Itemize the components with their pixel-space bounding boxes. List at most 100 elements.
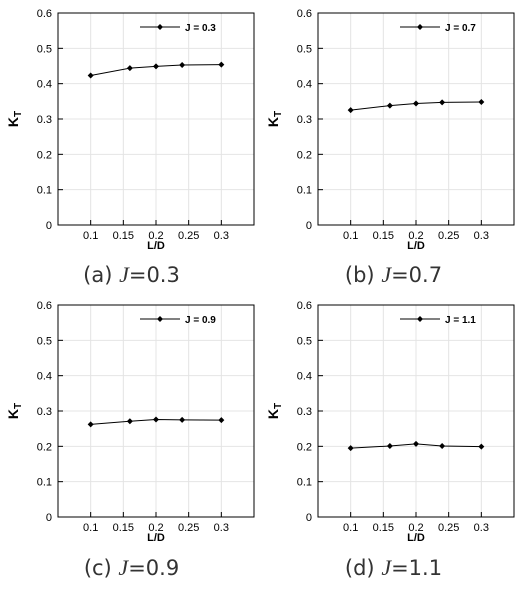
caption-b-symbol: J bbox=[381, 262, 392, 287]
data-point bbox=[386, 102, 393, 109]
y-tick-label: 0.5 bbox=[297, 335, 312, 347]
x-tick-label: 0.15 bbox=[113, 522, 134, 534]
data-point bbox=[413, 440, 419, 447]
data-point bbox=[179, 416, 186, 423]
data-point bbox=[87, 72, 94, 79]
y-tick-label: 0.5 bbox=[297, 43, 312, 55]
x-axis-label: L/D bbox=[407, 240, 425, 252]
x-tick-label: 0.1 bbox=[343, 522, 358, 534]
y-tick-label: 0.2 bbox=[37, 149, 52, 161]
chart-panel-c: 0 0.1 0.2 0.3 0.4 0.5 0.6 0.1 0.15 0.2 0.25 0.3 L/D K… bbox=[5, 300, 255, 544]
y-axis-label-main: K bbox=[265, 409, 281, 419]
caption-b-label: (b) bbox=[344, 263, 382, 287]
data-point bbox=[126, 65, 133, 72]
y-tick-label: 0.4 bbox=[37, 79, 52, 91]
x-tick-label: 0.25 bbox=[178, 230, 199, 242]
caption-d: (d) J=1.1 bbox=[262, 555, 525, 581]
caption-c-value: =0.9 bbox=[128, 556, 180, 580]
y-tick-label: 0.3 bbox=[37, 114, 52, 126]
x-tick-label: 0.15 bbox=[373, 230, 394, 242]
data-point bbox=[126, 418, 133, 425]
x-tick-label: 0.2 bbox=[148, 230, 163, 242]
legend-label: J = 0.3 bbox=[185, 23, 216, 34]
y-tick-label: 0 bbox=[306, 512, 312, 524]
x-tick-label: 0.1 bbox=[83, 522, 98, 534]
y-axis-label: KT bbox=[5, 403, 24, 419]
x-tick-label: 0.25 bbox=[438, 230, 459, 242]
x-axis-label: L/D bbox=[147, 532, 165, 544]
y-tick-label: 0.2 bbox=[37, 441, 52, 453]
x-tick-label: 0.15 bbox=[113, 230, 134, 242]
caption-c-label: (c) bbox=[83, 556, 119, 580]
x-tick-label: 0.25 bbox=[438, 522, 459, 534]
y-tick-label: 0.4 bbox=[37, 371, 52, 383]
chart-panel-a: 0 0.1 0.2 0.3 0.4 0.5 0.6 0.1 0.15 0.2 0.25 0.3 L/D K… bbox=[5, 8, 255, 252]
x-tick-label: 0.25 bbox=[178, 522, 199, 534]
caption-d-label: (d) bbox=[344, 556, 382, 580]
data-point bbox=[218, 417, 225, 424]
data-point bbox=[439, 99, 446, 106]
y-axis-label-sub: T bbox=[13, 111, 24, 117]
data-point bbox=[347, 107, 354, 114]
legend-label: J = 0.9 bbox=[185, 315, 216, 326]
caption-d-symbol: J bbox=[381, 555, 392, 580]
y-tick-label: 0.3 bbox=[297, 114, 312, 126]
y-tick-label: 0.2 bbox=[297, 441, 312, 453]
y-axis-label: KT bbox=[5, 111, 24, 127]
y-tick-label: 0.2 bbox=[297, 149, 312, 161]
x-tick-label: 0.3 bbox=[474, 230, 489, 242]
data-point bbox=[153, 416, 159, 423]
caption-b: (b) J=0.7 bbox=[262, 262, 525, 288]
legend-label: J = 1.1 bbox=[445, 315, 476, 326]
data-point bbox=[413, 100, 419, 107]
y-axis-label: KT bbox=[265, 111, 284, 127]
y-tick-label: 0.3 bbox=[297, 406, 312, 418]
caption-a-value: =0.3 bbox=[128, 263, 180, 287]
y-axis-label-sub: T bbox=[273, 403, 284, 409]
x-tick-label: 0.3 bbox=[474, 522, 489, 534]
caption-c-symbol: J bbox=[118, 555, 129, 580]
data-point bbox=[386, 442, 393, 449]
chart-panel-d: 0 0.1 0.2 0.3 0.4 0.5 0.6 0.1 0.15 0.2 0.25 0.3 L/D K… bbox=[265, 300, 515, 544]
y-tick-label: 0.6 bbox=[297, 8, 312, 20]
x-axis-label: L/D bbox=[407, 532, 425, 544]
chart-panel-b: 0 0.1 0.2 0.3 0.4 0.5 0.6 0.1 0.15 0.2 0.25 0.3 L/D K… bbox=[265, 8, 515, 252]
x-axis-label: L/D bbox=[147, 240, 165, 252]
x-tick-label: 0.2 bbox=[408, 522, 423, 534]
caption-d-value: =1.1 bbox=[391, 556, 443, 580]
y-axis-label-sub: T bbox=[273, 111, 284, 117]
caption-c: (c) J=0.9 bbox=[0, 555, 263, 581]
x-tick-label: 0.2 bbox=[148, 522, 163, 534]
y-tick-label: 0.4 bbox=[297, 79, 312, 91]
y-axis-label-sub: T bbox=[13, 403, 24, 409]
x-tick-label: 0.3 bbox=[214, 522, 229, 534]
data-point bbox=[179, 61, 186, 68]
y-axis-label-main: K bbox=[5, 117, 21, 127]
legend-label: J = 0.7 bbox=[445, 23, 476, 34]
caption-b-value: =0.7 bbox=[391, 263, 443, 287]
caption-a: (a) J=0.3 bbox=[0, 262, 263, 288]
legend-marker bbox=[417, 316, 423, 322]
y-tick-label: 0.1 bbox=[37, 477, 52, 489]
y-tick-label: 0 bbox=[46, 220, 52, 232]
x-tick-label: 0.2 bbox=[408, 230, 423, 242]
y-tick-label: 0.6 bbox=[37, 8, 52, 20]
y-tick-label: 0.6 bbox=[297, 300, 312, 312]
legend-marker bbox=[157, 24, 163, 30]
x-tick-label: 0.3 bbox=[214, 230, 229, 242]
y-tick-label: 0.1 bbox=[297, 185, 312, 197]
y-tick-label: 0.1 bbox=[297, 477, 312, 489]
y-tick-label: 0.5 bbox=[37, 335, 52, 347]
y-axis-label-main: K bbox=[5, 409, 21, 419]
y-tick-label: 0 bbox=[46, 512, 52, 524]
data-point bbox=[153, 63, 159, 70]
caption-a-label: (a) bbox=[83, 263, 120, 287]
caption-a-symbol: J bbox=[119, 262, 129, 287]
y-tick-label: 0.1 bbox=[37, 185, 52, 197]
y-tick-label: 0.5 bbox=[37, 43, 52, 55]
y-axis-label: KT bbox=[265, 403, 284, 419]
data-point bbox=[87, 421, 94, 428]
x-tick-label: 0.1 bbox=[83, 230, 98, 242]
